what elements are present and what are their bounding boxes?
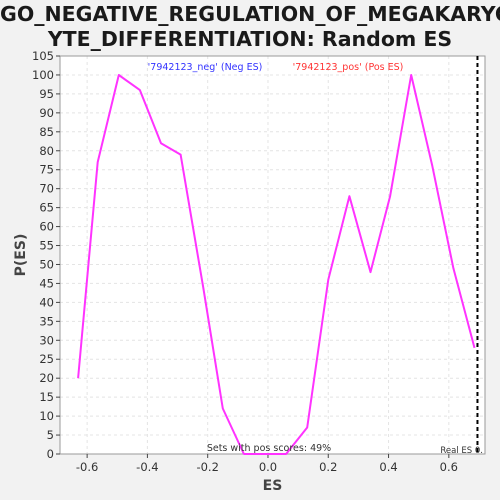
- series-layer: [77, 74, 476, 455]
- legend-neg: '7942123_neg' (Neg ES): [148, 62, 263, 73]
- legend-pos: '7942123_pos' (Pos ES): [293, 62, 404, 73]
- y-tick-label: 100: [32, 68, 54, 82]
- y-tick-label: 85: [39, 125, 54, 139]
- y-tick-label: 15: [39, 390, 54, 404]
- y-tick-label: 5: [47, 428, 54, 442]
- y-tick-label: 50: [39, 257, 54, 271]
- grid: [60, 55, 485, 455]
- y-tick-label: 45: [39, 276, 54, 290]
- x-tick-label: 0.4: [379, 460, 397, 474]
- x-tick-label: -0.4: [136, 460, 158, 474]
- x-tick-label: 0.2: [319, 460, 337, 474]
- y-axis-label: P(ES): [13, 234, 29, 277]
- x-axis: -0.6 -0.4 -0.2 0.0 0.2 0.4 0.6: [76, 454, 458, 474]
- real-es-label: Real ES 0.: [440, 446, 483, 456]
- es-distribution-line: [77, 74, 476, 455]
- y-tick-label: 80: [39, 144, 54, 158]
- y-axis: 0 5 10 15 20 25 30 35 40 45 50 55 60 65 70 75 80 85 90 95 10…: [32, 49, 60, 461]
- y-tick-label: 0: [47, 447, 54, 461]
- y-tick-label: 20: [39, 371, 54, 385]
- y-tick-label: 35: [39, 314, 54, 328]
- pos-scores-annotation: Sets with pos scores: 49%: [207, 443, 331, 454]
- y-tick-label: 55: [39, 239, 54, 253]
- y-tick-label: 65: [39, 201, 54, 215]
- y-tick-label: 105: [32, 49, 54, 63]
- y-tick-label: 75: [39, 163, 54, 177]
- y-tick-label: 95: [39, 87, 54, 101]
- y-tick-label: 60: [39, 220, 54, 234]
- y-tick-label: 90: [39, 106, 54, 120]
- y-tick-label: 10: [39, 409, 54, 423]
- x-tick-label: 0.0: [259, 460, 277, 474]
- y-tick-label: 40: [39, 295, 54, 309]
- x-tick-label: -0.6: [76, 460, 98, 474]
- plot-background: [60, 56, 485, 454]
- y-tick-label: 25: [39, 352, 54, 366]
- x-tick-label: 0.6: [440, 460, 458, 474]
- y-tick-label: 70: [39, 182, 54, 196]
- y-tick-label: 30: [39, 333, 54, 347]
- x-axis-label: ES: [263, 478, 283, 494]
- x-tick-label: -0.2: [196, 460, 218, 474]
